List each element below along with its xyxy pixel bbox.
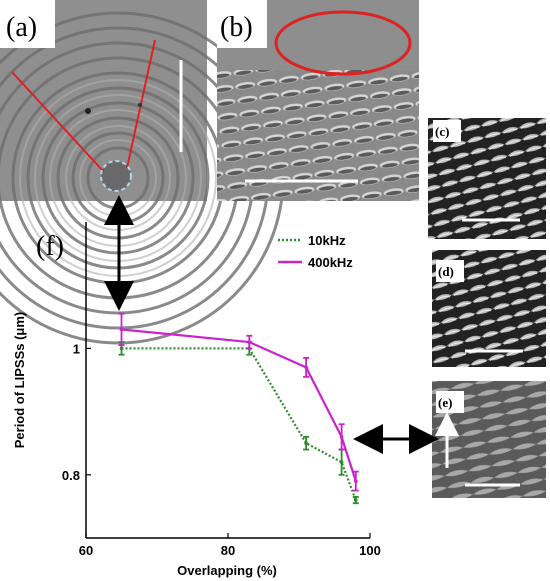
- legend-label-10khz: 10kHz: [308, 233, 346, 248]
- point-10khz-3: [339, 460, 344, 464]
- panel-b-label: (b): [220, 12, 253, 43]
- panel-d: (d): [432, 250, 546, 367]
- y-tick-label-1: 1: [73, 341, 80, 356]
- x-tick-label-1: 80: [221, 543, 235, 558]
- panel-b-red-ellipse: [274, 10, 412, 76]
- point-400khz-3: [339, 435, 344, 439]
- series-layer: [118, 312, 359, 505]
- point-10khz-4: [354, 498, 358, 502]
- panel-e-label-box: [436, 391, 464, 413]
- panel-c: (c): [428, 118, 546, 239]
- ticks-layer: 60 80 100 0.8 1: [62, 341, 381, 558]
- y-axis-label: Period of LIPSSs (μm): [12, 312, 27, 449]
- panel-d-label: (d): [438, 264, 454, 279]
- series-line-10khz: [121, 347, 357, 501]
- point-10khz-2: [304, 441, 308, 446]
- panel-b-label-box: [217, 0, 267, 48]
- point-400khz-2: [304, 365, 308, 370]
- point-400khz-0: [119, 327, 124, 332]
- panel-a-label: (a): [6, 12, 37, 43]
- panel-d-label-box: [436, 260, 464, 282]
- x-axis-label: Overlapping (%): [177, 563, 277, 578]
- panel-b: (b): [217, 0, 419, 201]
- panel-e: (e): [432, 381, 546, 498]
- panel-a-dashed-circle: [100, 160, 132, 192]
- panel-c-label: (c): [435, 124, 449, 139]
- legend-label-400khz: 400kHz: [308, 255, 353, 270]
- panel-c-label-box: [433, 120, 461, 142]
- y-tick-label-0: 0.8: [62, 468, 80, 483]
- point-10khz-0: [119, 346, 124, 351]
- series-line-400khz: [121, 328, 357, 482]
- panel-f-label: (f): [36, 231, 64, 262]
- panel-a-red-line-left: [11, 71, 105, 173]
- legend: 10kHz 400kHz: [278, 233, 353, 270]
- x-tick-label-2: 100: [359, 543, 381, 558]
- panel-a-label-box: [0, 0, 55, 48]
- point-400khz-4: [354, 479, 358, 483]
- point-400khz-1: [247, 340, 252, 344]
- x-tick-label-0: 60: [79, 543, 93, 558]
- panel-e-label: (e): [438, 395, 452, 410]
- panel-f-chart: (f) 60 80 100 0.8 1 Overlapping (%) Period o…: [12, 222, 381, 578]
